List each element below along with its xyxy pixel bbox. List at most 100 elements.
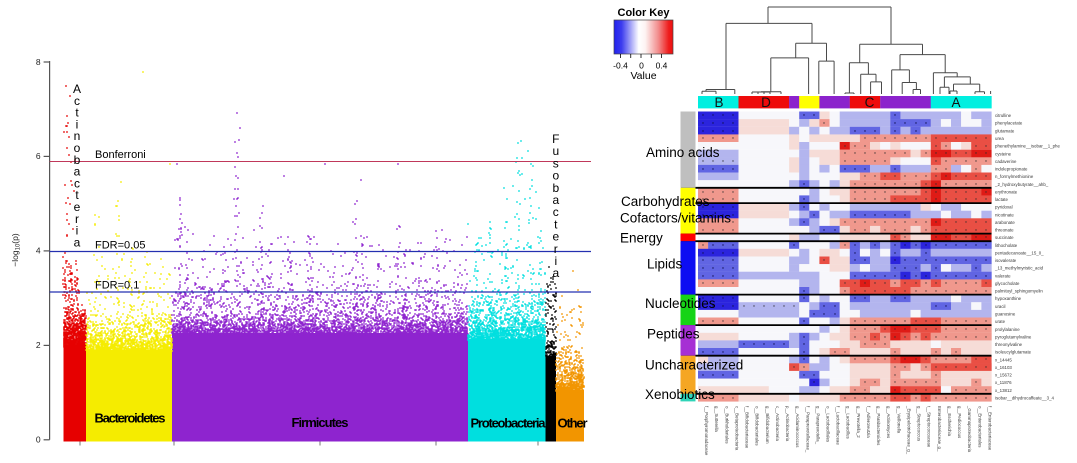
svg-text:A: A [73, 82, 81, 96]
svg-text:f__Adlercreutzia: f__Adlercreutzia [866, 406, 871, 438]
svg-text:x_15672: x_15672 [995, 373, 1012, 378]
svg-text:Color Key: Color Key [618, 7, 671, 19]
svg-text:indolepropionate: indolepropionate [995, 167, 1028, 172]
svg-text:o: o [552, 169, 559, 183]
svg-text:u: u [552, 144, 559, 158]
svg-text:0.4: 0.4 [656, 61, 668, 71]
svg-text:r: r [75, 212, 79, 226]
svg-text:Peptides: Peptides [647, 327, 700, 342]
svg-text:6: 6 [36, 151, 41, 161]
svg-text:g__Streptococcus: g__Streptococcus [917, 406, 922, 442]
svg-text:a: a [74, 165, 81, 179]
svg-text:Firmicutes: Firmicutes [292, 415, 349, 430]
svg-text:Nucleotides: Nucleotides [645, 296, 716, 311]
svg-text:uracil: uracil [995, 304, 1006, 309]
svg-text:g__Actinomyces: g__Actinomyces [886, 406, 891, 439]
svg-text:i: i [76, 117, 79, 131]
svg-text:g__Veillonella: g__Veillonella [896, 406, 901, 434]
svg-text:x_11876: x_11876 [995, 380, 1012, 385]
svg-text:_13_methylmyristic_acid: _13_methylmyristic_acid [994, 266, 1044, 271]
svg-text:0: 0 [639, 61, 644, 71]
svg-text:t: t [75, 188, 79, 202]
svg-text:Amino acids: Amino acids [646, 145, 720, 160]
svg-text:Other: Other [558, 416, 588, 431]
svg-text:succinate: succinate [995, 235, 1014, 240]
svg-text:f__Bifidobacteriaceae: f__Bifidobacteriaceae [745, 406, 750, 449]
svg-text:a: a [552, 266, 559, 280]
svg-text:C: C [865, 95, 875, 110]
svg-text:B: B [714, 95, 723, 110]
svg-text:pyridoxal: pyridoxal [995, 205, 1013, 210]
svg-text:D: D [761, 95, 771, 110]
svg-text:c: c [74, 94, 80, 108]
svg-text:-0.4: -0.4 [613, 61, 628, 71]
svg-text:o: o [74, 141, 81, 155]
svg-text:t: t [554, 217, 558, 231]
svg-text:p__Actinobacteria: p__Actinobacteria [785, 406, 790, 442]
svg-text:f__Lactobacillaceae: f__Lactobacillaceae [836, 406, 841, 445]
svg-text:g__Lactobacillus: g__Lactobacillus [846, 406, 851, 440]
svg-text:0: 0 [36, 435, 41, 445]
svg-text:phenethylamine__isobar__1_phe: phenethylamine__isobar__1_phe [995, 144, 1060, 149]
svg-text:−log10(p): −log10(p) [10, 233, 22, 267]
svg-text:s: s [553, 156, 559, 170]
svg-text:t__Streptococcaceae: t__Streptococcaceae [927, 406, 932, 448]
svg-text:c: c [74, 176, 80, 190]
svg-text:r: r [554, 242, 558, 256]
svg-text:f__Enterobacteriaceae: f__Enterobacteriaceae [987, 406, 992, 451]
svg-text:x_14445: x_14445 [995, 357, 1012, 362]
svg-text:citrulline: citrulline [995, 113, 1012, 118]
svg-text:g__Parabacteroides: g__Parabacteroides [876, 406, 881, 446]
svg-text:prolylalanine: prolylalanine [995, 327, 1020, 332]
svg-text:urate: urate [995, 319, 1006, 324]
svg-text:hypoxanthine: hypoxanthine [995, 296, 1022, 301]
svg-text:x_13812: x_13812 [995, 388, 1012, 393]
svg-text:glycocholate: glycocholate [995, 281, 1020, 286]
svg-text:guanosine: guanosine [995, 312, 1016, 317]
svg-text:_2_hydroxybutyrate__ahb_: _2_hydroxybutyrate__ahb_ [994, 182, 1049, 187]
svg-text:isovalerate: isovalerate [995, 258, 1017, 263]
svg-text:F: F [552, 132, 559, 146]
svg-text:FDR=0.05: FDR=0.05 [95, 240, 145, 252]
svg-text:n: n [74, 129, 81, 143]
svg-text:f__Paraprevotellaceae_: f__Paraprevotellaceae_ [805, 406, 810, 453]
svg-text:_Gammaproteobacteria: _Gammaproteobacteria [967, 405, 972, 453]
svg-text:pentadecanoate__15_0_: pentadecanoate__15_0_ [995, 251, 1044, 256]
svg-text:8: 8 [36, 57, 41, 67]
svg-text:c: c [553, 205, 559, 219]
svg-text:o__Bifidobacteriales: o__Bifidobacteriales [755, 406, 760, 446]
svg-text:t: t [75, 106, 79, 120]
svg-text:erythronate: erythronate [995, 189, 1018, 194]
svg-text:pyroglutamylvaline: pyroglutamylvaline [995, 334, 1032, 339]
svg-text:o__Enterobacteriales: o__Enterobacteriales [977, 406, 982, 448]
svg-text:4: 4 [36, 246, 41, 256]
svg-text:g__Prevotella_2: g__Prevotella_2 [856, 406, 861, 438]
svg-text:glutamate: glutamate [995, 128, 1015, 133]
svg-text:A: A [951, 95, 960, 110]
svg-text:n_formylmethionine: n_formylmethionine [995, 174, 1034, 179]
svg-text:e: e [74, 200, 81, 214]
svg-text:nicotinate: nicotinate [995, 212, 1014, 217]
svg-text:isoleucylglutamate: isoleucylglutamate [995, 350, 1032, 355]
svg-text:Energy: Energy [620, 230, 663, 245]
svg-text:i: i [554, 254, 557, 268]
svg-text:c__Actinobacteria: c__Actinobacteria [775, 406, 780, 441]
svg-text:a: a [74, 235, 81, 249]
svg-text:cysteine: cysteine [995, 151, 1012, 156]
svg-text:b: b [552, 181, 559, 195]
svg-text:valerate: valerate [995, 273, 1011, 278]
svg-text:g__Acidaminococcus: g__Acidaminococcus [795, 406, 800, 448]
svg-text:cadaverine: cadaverine [995, 159, 1017, 164]
svg-text:threonylvaline: threonylvaline [995, 342, 1023, 347]
svg-text:Value: Value [630, 70, 656, 82]
svg-text:x_16103: x_16103 [995, 365, 1012, 370]
svg-text:g__Escherichia: g__Escherichia [947, 406, 952, 437]
svg-text:phenylacetate: phenylacetate [995, 121, 1023, 126]
svg-text:a: a [552, 193, 559, 207]
svg-text:g__Sutterella: g__Sutterella [714, 406, 719, 432]
svg-text:o__Lactobacillales: o__Lactobacillales [826, 406, 831, 443]
svg-text:Bonferroni: Bonferroni [95, 149, 146, 161]
svg-text:lactate: lactate [995, 197, 1008, 202]
svg-text:Enterobacteriaceae_g_: Enterobacteriaceae_g_ [937, 406, 942, 452]
svg-text:FDR=0.1: FDR=0.1 [95, 280, 139, 292]
